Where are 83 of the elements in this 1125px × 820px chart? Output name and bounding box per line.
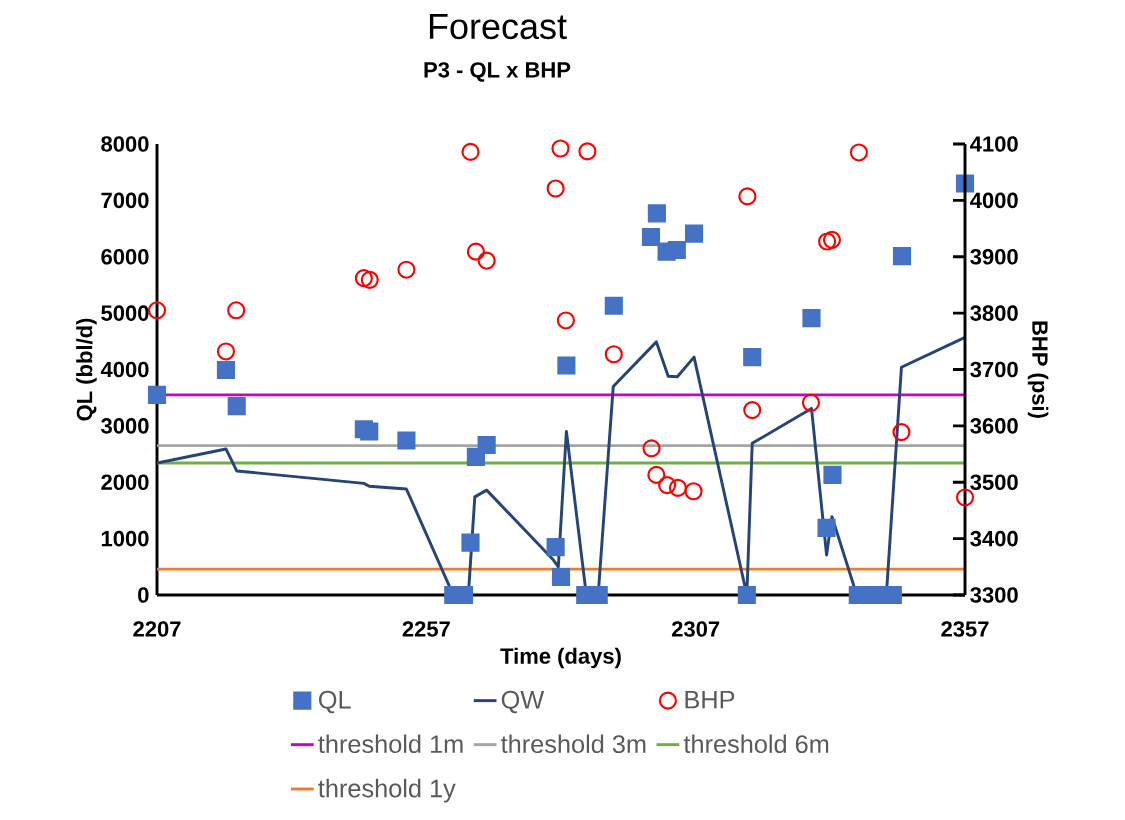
y2-axis-title: BHP (psi) [1027, 321, 1049, 418]
point [737, 585, 756, 605]
point [892, 423, 911, 442]
point [604, 345, 623, 364]
point [647, 204, 666, 223]
y-tick-label: 4000 [100, 361, 149, 378]
y2-tick-label: 3400 [970, 530, 1018, 547]
point [578, 142, 597, 161]
point [738, 187, 757, 206]
point [216, 342, 236, 361]
x-tick-label: 2307 [671, 621, 720, 637]
point [955, 488, 975, 507]
point [147, 301, 167, 320]
y-axis-title: QL (bbl/d) [76, 318, 97, 421]
point [658, 475, 677, 495]
point [641, 227, 661, 247]
point [227, 301, 246, 320]
point [556, 311, 575, 330]
y2-tick-label: 3600 [970, 418, 1018, 434]
point [360, 422, 379, 441]
point [647, 465, 666, 484]
legend-label: threshold 1y [318, 778, 456, 803]
point [892, 247, 912, 266]
y2-tick-label: 4000 [970, 192, 1018, 209]
point [668, 478, 687, 497]
legend-label: BHP [685, 690, 735, 709]
y-tick-label: 8000 [101, 136, 149, 152]
y2-tick-label: 3300 [970, 587, 1018, 603]
y-tick-label: 3000 [101, 418, 149, 434]
y2-tick-label: 3700 [970, 361, 1018, 378]
point [360, 270, 379, 289]
legend-label: threshold 1m [318, 734, 463, 754]
point [955, 174, 975, 193]
point [817, 518, 836, 537]
x-tick-label: 2257 [402, 621, 450, 637]
point [477, 435, 496, 455]
point [551, 139, 570, 158]
point [801, 393, 821, 412]
point [642, 439, 661, 458]
point [216, 360, 236, 380]
point [354, 269, 373, 288]
point [397, 260, 416, 279]
point [802, 309, 821, 328]
legend-label: threshold 6m [683, 734, 829, 754]
y-tick-label: 6000 [101, 248, 149, 265]
point [684, 224, 704, 243]
point [227, 397, 246, 416]
point [823, 465, 842, 484]
point [546, 538, 565, 557]
point [849, 143, 868, 162]
point [667, 240, 686, 260]
point [557, 356, 576, 375]
x-axis-title: Time (days) [500, 647, 621, 669]
point [477, 251, 496, 270]
point [461, 533, 480, 552]
y2-tick-label: 4100 [970, 136, 1018, 152]
y2-tick-label: 3500 [970, 474, 1018, 491]
y-tick-label: 2000 [101, 474, 149, 491]
point [684, 482, 703, 501]
x-tick-label: 2207 [133, 621, 181, 637]
y-tick-label: 1000 [101, 530, 149, 547]
point [551, 567, 571, 587]
point [818, 232, 837, 251]
point [743, 348, 762, 367]
y-tick-label: 0 [138, 587, 149, 603]
legend-label: QW [501, 690, 545, 714]
legend-label: threshold 3m [501, 734, 646, 754]
chart-title: Forecast [429, 14, 567, 40]
point [546, 179, 565, 198]
y2-tick-label: 3800 [970, 305, 1018, 321]
point [147, 385, 167, 404]
point [461, 142, 480, 161]
chart-subtitle: P3 - QL x BHP [424, 62, 571, 82]
point [604, 296, 623, 315]
y-tick-label: 7000 [101, 192, 149, 209]
y2-tick-label: 3900 [970, 248, 1018, 265]
point [466, 242, 485, 261]
legend-label: QL [319, 690, 351, 714]
point [397, 431, 416, 450]
point [743, 401, 762, 420]
y-tick-label: 5000 [101, 305, 149, 321]
x-tick-label: 2357 [941, 621, 989, 637]
point [822, 230, 842, 249]
